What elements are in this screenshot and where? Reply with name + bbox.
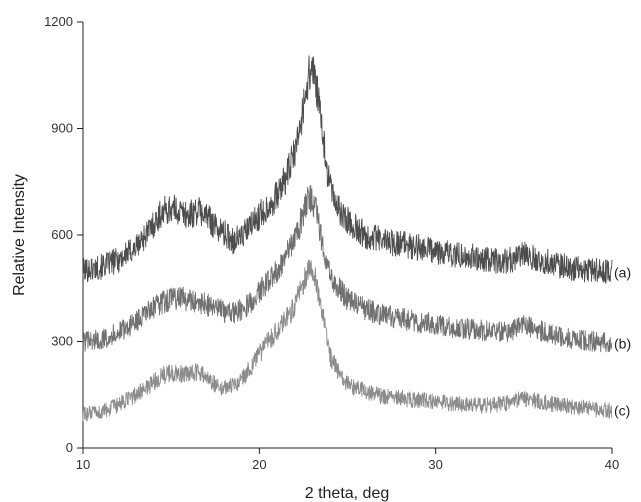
x-tick-label: 30 <box>428 457 442 472</box>
x-axis-ticks: 10 20 30 40 <box>76 448 619 472</box>
series-labels: (a) (b) (c) <box>614 264 631 418</box>
plot-area: 10 20 30 40 0 300 600 900 1200 (a) (b) (c) <box>44 14 631 472</box>
y-tick-label: 600 <box>51 227 73 242</box>
y-tick-label: 900 <box>51 121 73 136</box>
series-label-2: (b) <box>614 335 631 351</box>
y-axis-title: Relative Intensity <box>11 174 28 296</box>
x-axis-title: 2 theta, deg <box>305 485 390 502</box>
x-tick-label: 20 <box>252 457 266 472</box>
x-tick-label: 40 <box>605 457 619 472</box>
series-line-3 <box>82 259 613 422</box>
series-line-1 <box>82 55 613 284</box>
series-group <box>82 55 613 422</box>
series-label-1: (a) <box>614 264 631 280</box>
x-tick-label: 10 <box>76 457 90 472</box>
y-axis-ticks: 0 300 600 900 1200 <box>44 14 83 455</box>
y-tick-label: 1200 <box>44 14 73 29</box>
y-tick-label: 0 <box>66 440 73 455</box>
series-label-3: (c) <box>614 403 630 419</box>
y-tick-label: 300 <box>51 334 73 349</box>
series-line-2 <box>82 185 613 353</box>
